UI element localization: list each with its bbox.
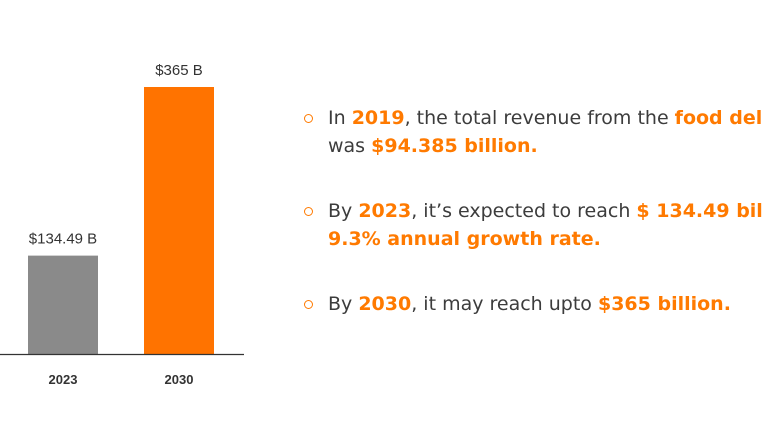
bullet-line: By 2030, it may reach upto $365 billion.	[328, 290, 780, 318]
highlight-text: 9.3% annual growth rate.	[328, 228, 601, 250]
bullet-line: 9.3% annual growth rate.	[328, 225, 780, 253]
bullet-line: was $94.385 billion.	[328, 132, 780, 160]
body-text: , it may reach upto	[411, 293, 598, 315]
data-label: $365 B	[155, 62, 203, 79]
bullet-2023: By 2023, it’s expected to reach $ 134.49…	[304, 197, 780, 253]
body-text: was	[328, 135, 372, 157]
bullet-circle-icon	[304, 300, 313, 309]
bullet-line: By 2023, it’s expected to reach $ 134.49…	[328, 197, 780, 225]
body-text: By	[328, 293, 359, 315]
bullet-2019: In 2019, the total revenue from the food…	[304, 104, 780, 160]
bullet-circle-icon	[304, 114, 313, 123]
bullet-list: In 2019, the total revenue from the food…	[304, 104, 780, 355]
body-text: , the total revenue from the	[404, 107, 675, 129]
bullet-text: By 2030, it may reach upto $365 billion.	[328, 290, 780, 318]
highlight-text: $ 134.49 bil	[636, 200, 763, 222]
bullet-2030: By 2030, it may reach upto $365 billion.	[304, 290, 780, 318]
highlight-text: 2023	[358, 200, 412, 222]
data-label: $134.49 B	[29, 231, 97, 248]
bar-chart: $134.49 B 2023 $365 B 2030	[0, 62, 244, 387]
highlight-text: 2030	[358, 293, 412, 315]
bullet-line: In 2019, the total revenue from the food…	[328, 104, 780, 132]
bullet-circle-icon	[304, 207, 313, 216]
x-tick-label: 2023	[49, 372, 78, 387]
highlight-text: $365 billion.	[597, 293, 731, 315]
body-text: By	[328, 200, 359, 222]
bullet-text: By 2023, it’s expected to reach $ 134.49…	[328, 197, 780, 253]
bar-2023	[28, 255, 98, 354]
x-tick-label: 2030	[165, 372, 194, 387]
highlight-text: food del	[674, 107, 763, 129]
body-text: In	[328, 107, 352, 129]
bullet-text: In 2019, the total revenue from the food…	[328, 104, 780, 160]
body-text: , it’s expected to reach	[411, 200, 637, 222]
highlight-text: 2019	[351, 107, 405, 129]
bar-2030	[144, 87, 214, 354]
highlight-text: $94.385 billion.	[371, 135, 538, 157]
